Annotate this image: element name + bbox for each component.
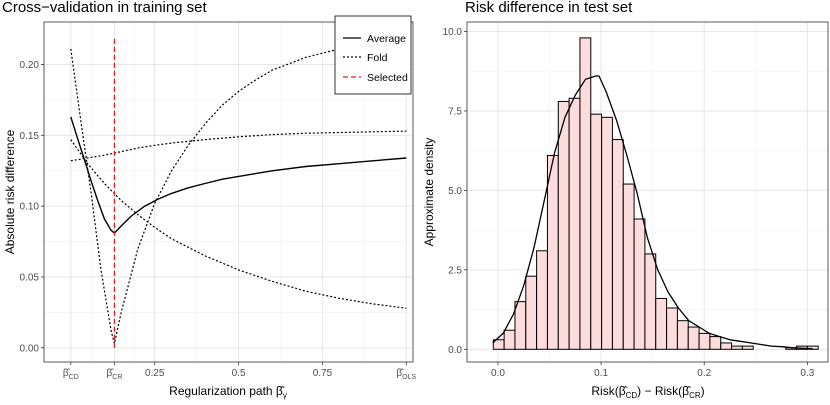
fold-line-3: [70, 139, 407, 309]
cv-lines: [70, 36, 407, 348]
hist-panel: Risk difference in test set 0.0 2.5 5.0 7.5…: [422, 0, 829, 400]
cv-x-ticks: β̂CD β̂CR 0.25 0.5 0.75 β̂OLS: [63, 362, 417, 381]
histogram-bar: [514, 301, 527, 350]
cv-x-axis-label: Regularization path β̂γ: [169, 384, 287, 400]
hist-x-axis-label: Risk(β̂CD) − Risk(β̂CR): [591, 384, 704, 400]
hist-y-tick-label: 0.0: [448, 345, 462, 356]
cv-y-tick-label: 0.00: [20, 343, 40, 354]
histogram-bar: [546, 154, 559, 350]
histogram-bar: [720, 342, 733, 350]
hist-x-ticks: 0.0 0.1 0.2 0.3: [491, 362, 815, 379]
cv-y-tick-label: 0.15: [20, 131, 40, 142]
hist-x-tick-label: 0.2: [697, 368, 711, 379]
hist-y-tick-label: 10.0: [443, 27, 463, 38]
histogram-bar: [644, 253, 657, 350]
histogram-bar: [655, 297, 668, 350]
hist-x-tick-label: 0.0: [491, 368, 505, 379]
histogram-bar: [806, 345, 819, 350]
cv-x-tick-label: β̂CR: [107, 367, 123, 381]
hist-x-label-part-3: ): [701, 384, 705, 398]
cv-x-axis-label-sub: γ: [283, 391, 287, 400]
cv-legend: Average Fold Selected: [334, 15, 412, 95]
histogram-bar: [568, 97, 581, 350]
average-line: [70, 116, 407, 235]
cv-title: Cross−validation in training set: [2, 0, 208, 16]
legend-box: [334, 15, 412, 95]
histogram-bar: [601, 116, 613, 350]
hist-x-tick-label: 0.3: [800, 368, 814, 379]
fold-line-1: [70, 38, 407, 344]
histogram-bar: [503, 329, 516, 350]
histogram-bar: [611, 139, 624, 350]
density-curve: [492, 75, 813, 350]
hist-y-tick-label: 2.5: [448, 265, 462, 276]
histogram-bar: [676, 320, 689, 350]
histogram-bar: [622, 183, 635, 350]
cv-y-tick-label: 0.05: [20, 273, 40, 284]
cv-x-tick-label: 0.25: [145, 368, 165, 379]
histogram-bar: [666, 307, 678, 350]
hist-panel-border: [466, 21, 829, 363]
hist-bars: [492, 37, 819, 350]
legend-label-average: Average: [367, 33, 406, 45]
hist-x-label-sub-1: CD: [626, 391, 638, 400]
cv-y-tick-label: 0.20: [20, 60, 40, 71]
hist-x-label-beta-1: β̂: [619, 384, 628, 398]
hist-y-axis-label: Approximate density: [422, 138, 436, 247]
cv-x-tick-label: 0.5: [232, 368, 246, 379]
cv-y-tick-label: 0.10: [20, 202, 40, 213]
histogram-bar: [698, 332, 711, 350]
hist-x-tick-label: 0.1: [594, 368, 608, 379]
hist-x-label-part-2: ) − Risk(: [637, 384, 682, 398]
histogram-bar: [590, 113, 603, 350]
cv-x-tick-label: β̂OLS: [396, 367, 416, 381]
fold-line-2: [70, 130, 407, 162]
hist-density: [492, 75, 813, 350]
cv-x-tick-label: 0.75: [313, 368, 333, 379]
cv-panel-border: [43, 21, 414, 363]
cv-panel: Cross−validation in training set 0.000.0…: [2, 0, 417, 400]
hist-y-tick-label: 7.5: [448, 106, 462, 117]
hist-x-label-sub-2: CR: [689, 391, 701, 400]
histogram-bar: [741, 345, 754, 350]
cv-x-axis-label-main: Regularization path β̂: [169, 384, 285, 398]
cv-y-axis-label: Absolute risk difference: [3, 129, 17, 254]
histogram-bar: [633, 218, 646, 350]
hist-y-tick-label: 5.0: [448, 186, 462, 197]
hist-x-label-part-1: Risk(: [591, 384, 618, 398]
histogram-bar: [536, 250, 548, 350]
histogram-bar: [709, 336, 722, 350]
legend-label-selected: Selected: [367, 72, 408, 84]
histogram-bar: [525, 275, 538, 350]
cv-x-tick-label: β̂CD: [63, 367, 79, 381]
hist-x-label-beta-2: β̂: [682, 384, 691, 398]
legend-label-fold: Fold: [367, 52, 388, 64]
hist-title: Risk difference in test set: [465, 0, 633, 16]
histogram-bar: [731, 345, 743, 350]
histogram-bar: [687, 326, 700, 350]
histogram-bar: [557, 100, 570, 350]
cv-y-ticks: 0.00 0.05 0.10 0.15 0.20: [20, 60, 44, 354]
hist-y-ticks: 0.0 2.5 5.0 7.5 10.0: [443, 27, 467, 356]
